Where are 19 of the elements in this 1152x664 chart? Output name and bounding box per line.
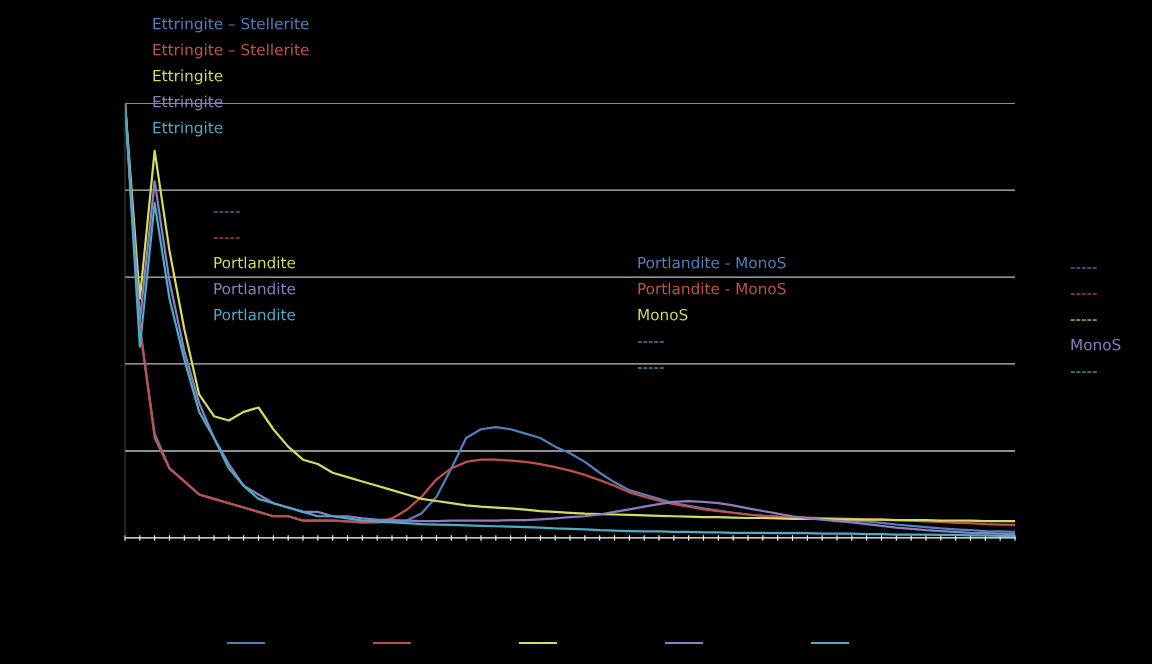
text: MonoS	[1071, 338, 1121, 351]
annotation: MonoS	[638, 308, 688, 321]
annotation: Ettringite	[153, 121, 223, 137]
text: Ettringite – Stellerite	[153, 43, 309, 59]
annotation: -----	[637, 367, 664, 369]
annotation: Portlandite - MonoS	[638, 282, 786, 295]
annotation: Portlandite	[214, 256, 296, 269]
text: -----	[1070, 267, 1097, 269]
annotation: Portlandite	[214, 282, 296, 295]
annotation: -----	[213, 211, 240, 213]
annotation: -----	[637, 341, 664, 343]
annotation: Portlandite	[214, 308, 296, 321]
text: -----	[1070, 293, 1097, 295]
text: Ettringite – Stellerite	[153, 17, 309, 33]
text: -----	[1070, 319, 1097, 321]
annotation: -----	[213, 237, 240, 239]
annotation: Portlandite - MonoS	[638, 256, 786, 269]
text: -----	[1070, 371, 1097, 373]
text: Ettringite	[153, 69, 223, 85]
